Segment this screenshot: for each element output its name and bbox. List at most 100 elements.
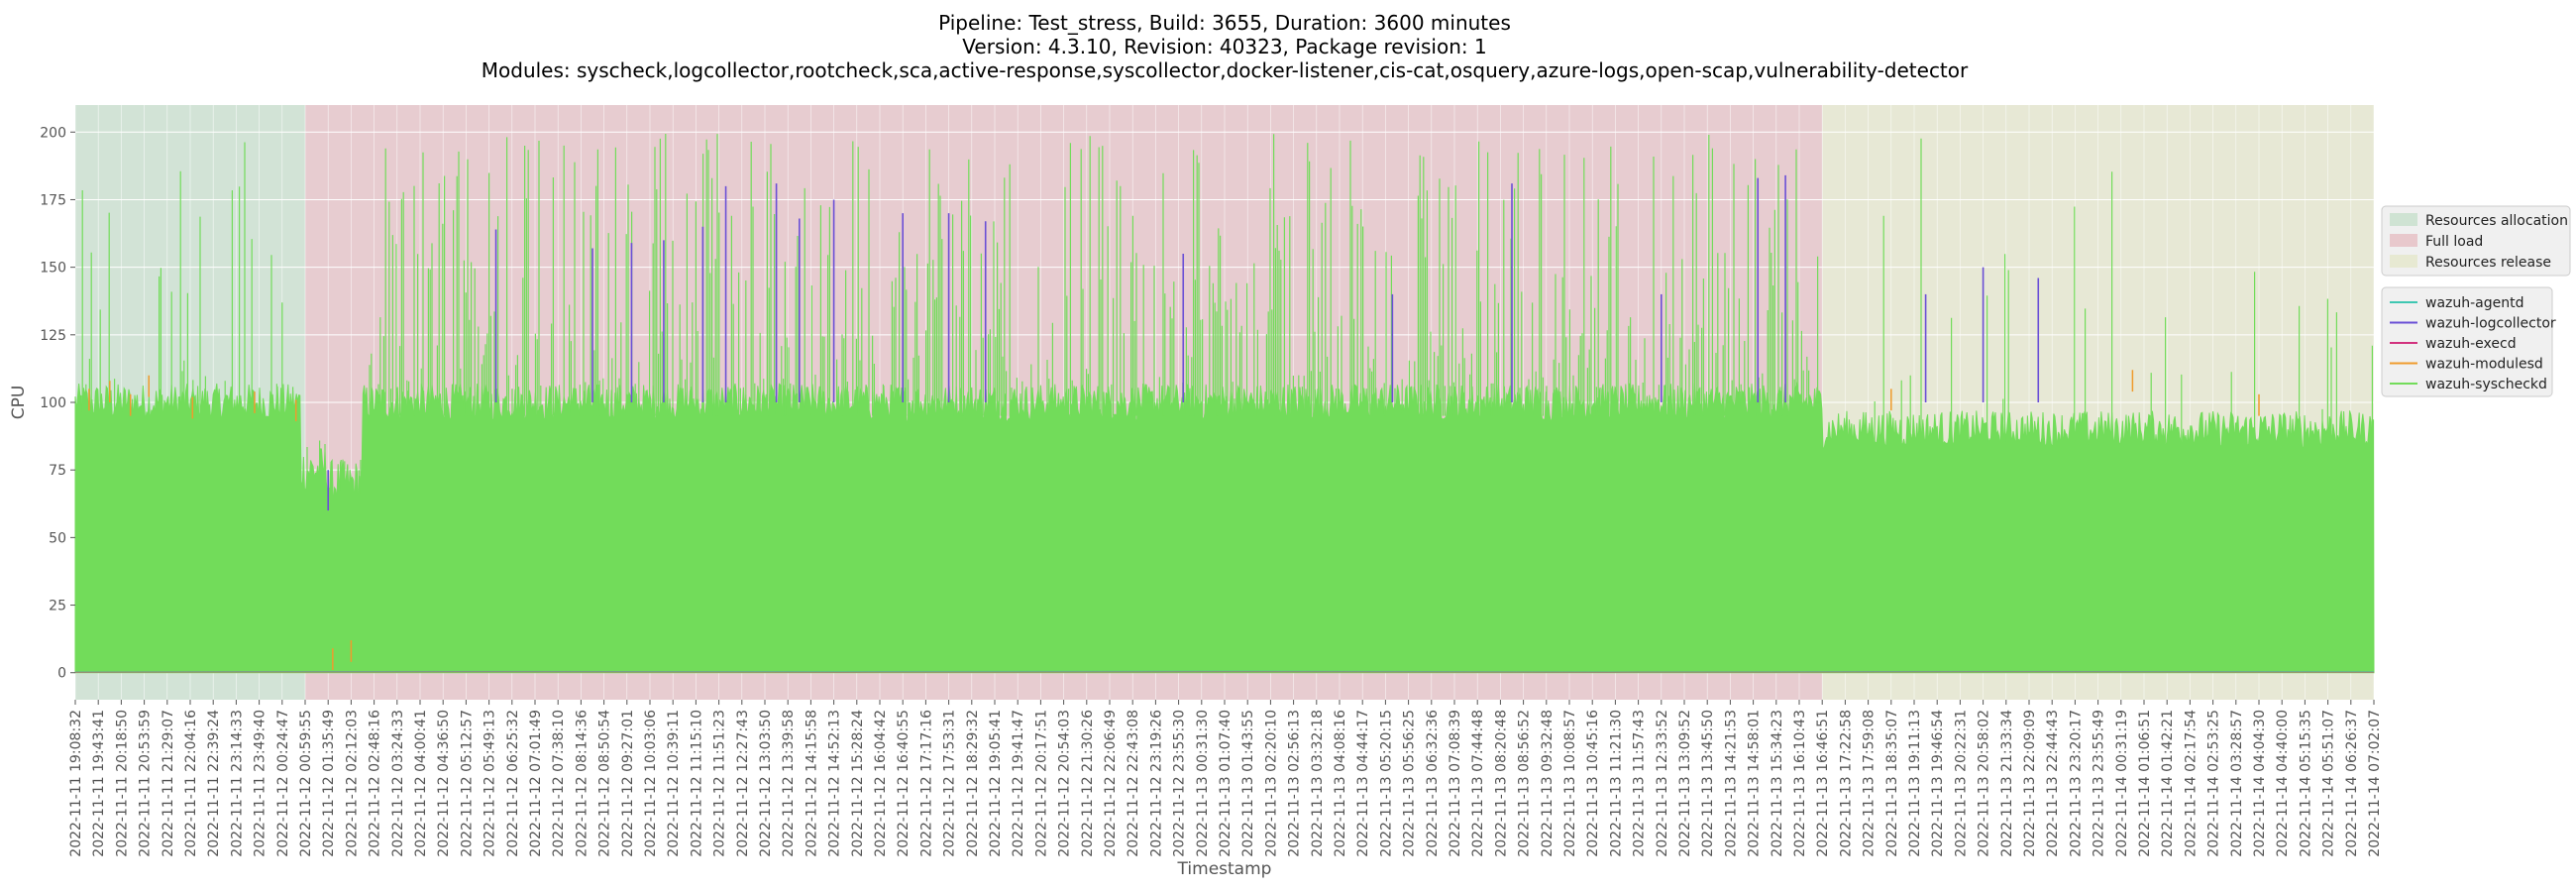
y-tick-label-1: 0: [57, 666, 66, 682]
x-tick-label-4: 2022-11-11 20:53:59: [138, 710, 154, 857]
x-tick-label-33: 2022-11-12 14:15:58: [804, 710, 819, 857]
chart-title-line-3: Modules: syscheck,logcollector,rootcheck…: [482, 58, 1969, 82]
x-tick-label-42: 2022-11-12 19:41:47: [1011, 710, 1026, 857]
x-tick-label-53: 2022-11-13 02:20:10: [1263, 710, 1279, 857]
x-tick-label-41: 2022-11-12 19:05:41: [988, 710, 1004, 857]
x-tick-label-36: 2022-11-12 16:04:42: [873, 710, 889, 857]
x-tick-label-70: 2022-11-13 12:33:52: [1655, 710, 1670, 857]
legend-series: wazuh-agentd wazuh-logcollector wazuh-exec…: [2381, 286, 2556, 397]
x-tick-label-88: 2022-11-13 23:20:17: [2068, 710, 2084, 857]
series-legend-box: [2381, 286, 2553, 397]
x-tick-label-14: 2022-11-12 02:48:16: [368, 710, 383, 857]
x-tick-label-40: 2022-11-12 18:29:32: [965, 710, 981, 857]
y-axis-label: CPU: [9, 386, 29, 420]
x-tick-label-80: 2022-11-13 18:35:07: [1884, 710, 1900, 857]
x-tick-label-60: 2022-11-13 06:32:36: [1425, 710, 1441, 857]
series-line-wazuh-agentd: [74, 670, 2375, 673]
x-tick-label-10: 2022-11-12 00:24:47: [275, 710, 291, 857]
x-tick-label-2: 2022-11-11 19:43:41: [91, 710, 107, 857]
x-tick-label-54: 2022-11-13 02:56:13: [1287, 710, 1303, 857]
x-tick-label-12: 2022-11-12 01:35:49: [321, 710, 337, 857]
x-tick-label-24: 2022-11-12 08:50:54: [597, 710, 613, 857]
x-tick-label-79: 2022-11-13 17:59:08: [1862, 710, 1878, 857]
x-tick-label-85: 2022-11-13 21:33:34: [1999, 710, 2015, 857]
x-tick-label-19: 2022-11-12 05:49:13: [483, 710, 498, 857]
x-tick-label-59: 2022-11-13 05:56:25: [1402, 710, 1418, 857]
x-tick-label-89: 2022-11-13 23:55:49: [2092, 710, 2107, 857]
y-tick-label-3: 50: [49, 530, 66, 546]
x-tick-label-83: 2022-11-13 20:22:31: [1953, 710, 1969, 857]
phase-legend-swatch-3: [2390, 255, 2417, 268]
phase-legend-swatch-2: [2390, 234, 2417, 247]
x-tick-label-38: 2022-11-12 17:17:16: [918, 710, 934, 857]
x-tick-label-77: 2022-11-13 16:46:51: [1815, 710, 1831, 857]
x-axis-label: Timestamp: [1177, 859, 1272, 879]
x-tick-label-3: 2022-11-11 20:18:50: [114, 710, 130, 857]
series-legend-label-3: wazuh-execd: [2425, 336, 2517, 352]
x-tick-label-43: 2022-11-12 20:17:51: [1033, 710, 1049, 857]
x-tick-label-91: 2022-11-14 01:06:51: [2137, 710, 2153, 857]
x-tick-label-44: 2022-11-12 20:54:03: [1057, 710, 1073, 857]
x-tick-label-46: 2022-11-12 22:06:49: [1103, 710, 1119, 857]
x-tick-label-23: 2022-11-12 08:14:36: [574, 710, 590, 857]
x-tick-label-71: 2022-11-13 13:09:52: [1677, 710, 1693, 857]
x-tick-label-73: 2022-11-13 14:21:53: [1723, 710, 1739, 857]
x-tick-label-72: 2022-11-13 13:45:50: [1700, 710, 1716, 857]
phase-legend-label-2: Full load: [2425, 234, 2483, 250]
series-legend-label-5: wazuh-syscheckd: [2425, 377, 2547, 392]
x-tick-label-8: 2022-11-11 23:14:33: [229, 710, 245, 857]
x-tick-label-100: 2022-11-14 06:26:37: [2344, 710, 2360, 857]
x-tick-label-99: 2022-11-14 05:51:07: [2321, 710, 2337, 857]
x-tick-label-64: 2022-11-13 08:56:52: [1517, 710, 1533, 857]
x-tick-label-28: 2022-11-12 11:15:10: [689, 710, 704, 857]
x-tick-label-76: 2022-11-13 16:10:43: [1792, 710, 1808, 857]
x-tick-label-20: 2022-11-12 06:25:32: [505, 710, 521, 857]
x-tick-label-31: 2022-11-12 13:03:50: [758, 710, 774, 857]
x-tick-label-74: 2022-11-13 14:58:01: [1747, 710, 1763, 857]
x-tick-label-62: 2022-11-13 07:44:48: [1470, 710, 1486, 857]
x-tick-label-30: 2022-11-12 12:27:43: [735, 710, 751, 857]
x-tick-label-90: 2022-11-14 00:31:19: [2114, 710, 2130, 857]
x-tick-label-49: 2022-11-12 23:55:30: [1172, 710, 1188, 857]
x-tick-label-35: 2022-11-12 15:28:24: [850, 710, 866, 857]
x-tick-label-86: 2022-11-13 22:09:09: [2022, 710, 2038, 857]
x-tick-label-18: 2022-11-12 05:12:57: [459, 710, 475, 857]
series-spikes-wazuh-syscheckd: [81, 134, 2373, 498]
x-tick-label-45: 2022-11-12 21:30:26: [1080, 710, 1096, 857]
series-legend-label-4: wazuh-modulesd: [2425, 357, 2543, 373]
x-tick-label-7: 2022-11-11 22:39:24: [206, 710, 222, 857]
x-tick-label-27: 2022-11-12 10:39:11: [666, 710, 682, 857]
x-tick-label-68: 2022-11-13 11:21:30: [1608, 710, 1624, 857]
phase-legend-label-3: Resources release: [2425, 255, 2551, 271]
series-legend-label-1: wazuh-agentd: [2425, 295, 2524, 311]
x-tick-label-63: 2022-11-13 08:20:48: [1493, 710, 1509, 857]
x-tick-label-93: 2022-11-14 02:17:54: [2183, 710, 2199, 857]
x-tick-label-65: 2022-11-13 09:32:48: [1540, 710, 1556, 857]
x-tick-label-9: 2022-11-11 23:49:40: [253, 710, 268, 857]
x-tick-label-48: 2022-11-12 23:19:26: [1148, 710, 1164, 857]
series-layer: [74, 134, 2375, 674]
x-tick-label-92: 2022-11-14 01:42:21: [2160, 710, 2176, 857]
x-tick-label-5: 2022-11-11 21:29:07: [161, 710, 176, 857]
x-tick-label-55: 2022-11-13 03:32:18: [1310, 710, 1326, 857]
x-tick-label-47: 2022-11-12 22:43:08: [1126, 710, 1141, 857]
x-tick-label-51: 2022-11-13 01:07:40: [1218, 710, 1234, 857]
x-tick-label-15: 2022-11-12 03:24:33: [390, 710, 406, 857]
x-tick-label-22: 2022-11-12 07:38:10: [551, 710, 567, 857]
x-tick-label-39: 2022-11-12 17:53:31: [942, 710, 958, 857]
y-tick-label-6: 125: [40, 328, 66, 344]
x-tick-label-58: 2022-11-13 05:20:15: [1378, 710, 1394, 857]
x-tick-label-97: 2022-11-14 04:40:00: [2275, 710, 2291, 857]
x-tick-label-34: 2022-11-12 14:52:13: [827, 710, 843, 857]
x-tick-label-13: 2022-11-12 02:12:03: [344, 710, 360, 857]
x-tick-label-17: 2022-11-12 04:36:50: [436, 710, 452, 857]
syscheckd-spike-lines: [81, 134, 2373, 498]
x-tick-label-57: 2022-11-13 04:44:17: [1355, 710, 1371, 857]
phase-legend-box: [2381, 205, 2571, 277]
x-tick-label-29: 2022-11-12 11:51:23: [712, 710, 728, 857]
x-tick-label-37: 2022-11-12 16:40:55: [896, 710, 912, 857]
y-tick-label-2: 25: [49, 599, 66, 614]
x-tick-label-67: 2022-11-13 10:45:16: [1585, 710, 1601, 857]
phase-legend-swatch-1: [2390, 213, 2417, 226]
